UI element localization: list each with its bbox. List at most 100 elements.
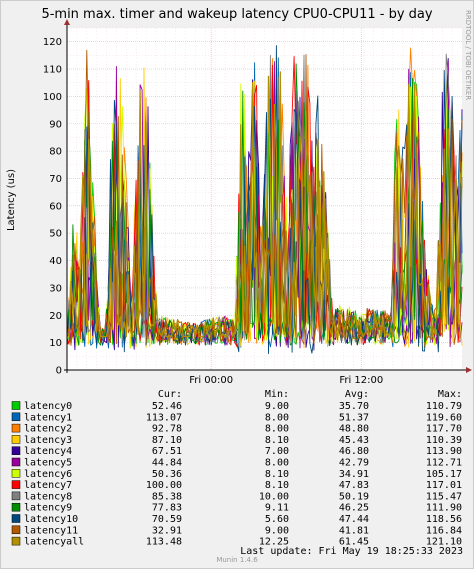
legend-value-max: 111.90	[426, 503, 462, 514]
legend-value-cur: 113.07	[146, 412, 182, 423]
legend-swatch-latencyall	[11, 536, 21, 546]
legend-value-max: 119.60	[426, 412, 462, 423]
legend-value-cur: 77.83	[152, 503, 182, 514]
legend-label-latency6: latency6	[24, 469, 72, 480]
legend-value-max: 117.01	[426, 480, 462, 491]
legend-swatch-latency4	[11, 446, 21, 455]
legend-label-latency2: latency2	[24, 424, 72, 435]
y-tick-label: 120	[43, 37, 62, 48]
legend-header-min: Min:	[265, 389, 289, 400]
y-tick-label: 40	[49, 256, 62, 267]
legend-value-cur: 70.59	[152, 514, 182, 525]
legend-swatch-latency8	[11, 491, 21, 501]
legend-swatch-latency3	[11, 435, 21, 444]
legend-value-max: 105.17	[426, 469, 462, 480]
legend-label-latency8: latency8	[24, 491, 72, 502]
legend-swatch-latency6	[11, 469, 21, 478]
legend-value-avg: 42.79	[339, 458, 369, 469]
legend-value-cur: 92.78	[152, 424, 182, 435]
y-tick-label: 110	[43, 65, 62, 76]
legend-value-min: 9.00	[265, 401, 289, 412]
x-tick-label: Fri 00:00	[189, 375, 233, 386]
legend-value-avg: 34.91	[339, 469, 369, 480]
y-tick-label: 70	[49, 174, 62, 185]
y-tick-label: 30	[49, 283, 62, 294]
legend-label-latency3: latency3	[24, 435, 72, 446]
legend-swatch-latency10	[11, 514, 21, 523]
legend-value-max: 118.56	[426, 514, 462, 525]
legend-value-min: 8.10	[265, 480, 289, 491]
legend-swatch-latency9	[11, 502, 21, 512]
legend-label-latencyall: latencyall	[24, 537, 84, 548]
legend-value-max: 121.10	[426, 537, 462, 548]
legend: Cur: Min: Avg: Max: latency0 52.46 9.00 35.70 11…	[11, 389, 462, 548]
legend-value-min: 8.10	[265, 469, 289, 480]
legend-value-min: 9.11	[265, 503, 289, 514]
legend-value-max: 110.79	[426, 401, 462, 412]
legend-value-avg: 35.70	[339, 401, 369, 412]
last-update-text: Last update: Fri May 19 18:25:33 2023	[240, 546, 463, 557]
legend-value-avg: 51.37	[339, 412, 369, 423]
legend-swatch-latency0	[11, 401, 21, 410]
legend-value-min: 12.25	[259, 537, 289, 548]
legend-header-avg: Avg:	[345, 389, 369, 400]
legend-value-min: 8.10	[265, 435, 289, 446]
x-tick-label: Fri 12:00	[339, 375, 383, 386]
legend-value-avg: 41.81	[339, 525, 369, 536]
legend-value-min: 9.00	[265, 525, 289, 536]
chart-title: 5-min max. timer and wakeup latency CPU0…	[41, 7, 432, 22]
legend-value-avg: 48.80	[339, 424, 369, 435]
series-line-latencyall	[66, 71, 463, 338]
legend-value-max: 110.39	[426, 435, 462, 446]
legend-swatch-latency2	[11, 423, 21, 433]
legend-value-cur: 44.84	[152, 458, 182, 469]
legend-value-avg: 45.43	[339, 435, 369, 446]
legend-value-avg: 47.44	[339, 514, 369, 525]
legend-value-max: 112.71	[426, 458, 462, 469]
legend-value-max: 113.90	[426, 446, 462, 457]
x-axis-arrow	[466, 367, 472, 373]
y-tick-label: 100	[43, 92, 62, 103]
rrdtool-watermark: RRDTOOL / TOBI OETIKER	[464, 10, 472, 100]
legend-swatch-latency11	[11, 525, 21, 535]
y-tick-label: 60	[49, 201, 62, 212]
y-tick-label: 80	[49, 147, 62, 158]
legend-value-avg: 47.83	[339, 480, 369, 491]
legend-swatch-latency1	[11, 412, 21, 422]
y-axis-arrow	[64, 19, 70, 25]
legend-value-cur: 32.91	[152, 525, 182, 536]
legend-value-cur: 67.51	[152, 446, 182, 457]
legend-label-latency10: latency10	[24, 514, 78, 525]
y-tick-label: 20	[49, 311, 62, 322]
legend-value-max: 116.84	[426, 525, 462, 536]
legend-value-avg: 46.25	[339, 503, 369, 514]
legend-value-avg: 61.45	[339, 537, 369, 548]
legend-label-latency9: latency9	[24, 503, 72, 514]
legend-value-cur: 52.46	[152, 401, 182, 412]
legend-value-min: 10.00	[259, 491, 289, 502]
legend-value-min: 8.00	[265, 412, 289, 423]
legend-label-latency4: latency4	[24, 446, 72, 457]
y-tick-label: 90	[49, 119, 62, 130]
legend-value-cur: 100.00	[146, 480, 182, 491]
legend-value-min: 5.60	[265, 514, 289, 525]
legend-value-max: 117.70	[426, 424, 462, 435]
y-tick-label: 0	[56, 366, 62, 377]
legend-swatch-latency5	[11, 457, 21, 467]
legend-label-latency1: latency1	[24, 412, 72, 423]
legend-swatch-latency7	[11, 480, 21, 489]
y-axis-label: Latency (us)	[6, 169, 17, 231]
legend-value-cur: 87.10	[152, 435, 182, 446]
y-tick-label: 50	[49, 229, 62, 240]
legend-value-cur: 85.38	[152, 491, 182, 502]
legend-value-cur: 113.48	[146, 537, 182, 548]
legend-value-max: 115.47	[426, 491, 462, 502]
plot-area: 0 10 20 30 40 50 60 70 80 90 100 110 120 Fri 00:00 Fri…	[43, 19, 472, 386]
y-tick-label: 10	[49, 338, 62, 349]
legend-header-cur: Cur:	[158, 389, 182, 400]
legend-label-latency0: latency0	[24, 401, 72, 412]
legend-label-latency5: latency5	[24, 458, 72, 469]
legend-value-min: 8.00	[265, 424, 289, 435]
legend-label-latency11: latency11	[24, 525, 78, 536]
